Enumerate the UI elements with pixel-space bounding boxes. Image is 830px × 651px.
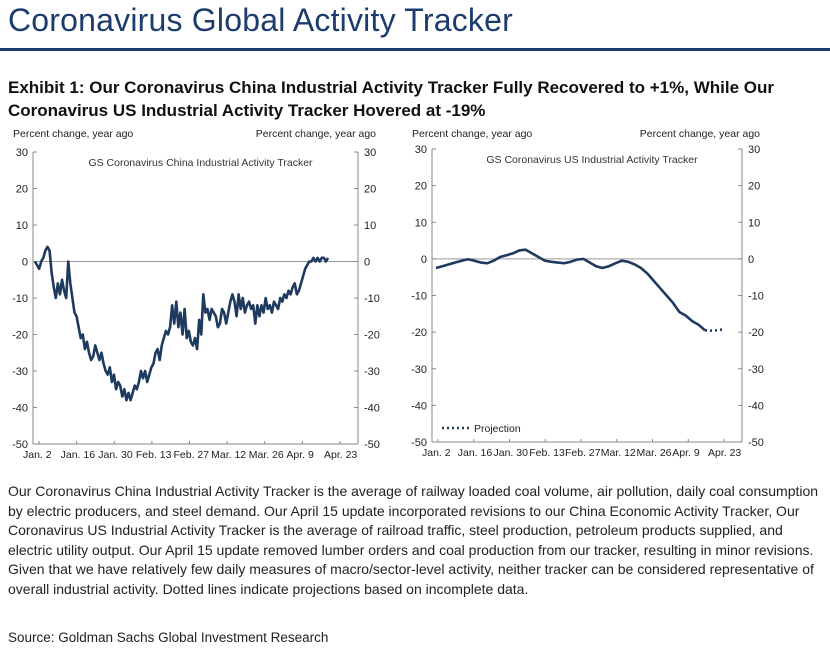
chart2-ylabel-left: Percent change, year ago — [412, 128, 532, 140]
chart2-ytick-label-left: -20 — [411, 327, 427, 339]
chart1-ytick-label-right: -50 — [364, 439, 380, 451]
chart1-ytick-label-left: 30 — [16, 147, 28, 159]
charts-svg: 30 30 20 20 10 10 0 0 -10 -10 -20 -20 -30 -30 -40 -40 -5… — [12, 128, 764, 461]
chart1-ytick-label-right: -30 — [364, 366, 380, 378]
chart2-ytick-label-right: -50 — [748, 437, 764, 449]
chart1-ytick-label-left: -20 — [12, 330, 28, 342]
chart1-xtick-label: Jan. 16 — [61, 449, 96, 461]
charts-area: 30 30 20 20 10 10 0 0 -10 -10 -20 -20 -30 -30 -40 -40 -5… — [0, 124, 830, 474]
chart2-series-line — [435, 248, 706, 332]
chart1-xtick-label: Feb. 13 — [136, 449, 172, 461]
chart2-ytick-label-right: -10 — [748, 291, 764, 303]
chart2-ytick-label-right: 0 — [748, 254, 754, 266]
chart1-ytick-label-left: -50 — [12, 439, 28, 451]
page-title: Coronavirus Global Activity Tracker — [8, 2, 513, 38]
chart1-ytick-label-right: 0 — [364, 257, 370, 269]
chart2-ytick-label-right: 20 — [748, 181, 760, 193]
chart1-title: GS Coronavirus China Industrial Activity… — [88, 157, 313, 169]
chart2-ytick-label-left: -30 — [411, 364, 427, 376]
chart1-xtick-label: Feb. 27 — [174, 449, 210, 461]
chart2-ytick-label-left: 0 — [421, 254, 427, 266]
chart2-ytick-label-left: -40 — [411, 400, 427, 412]
chart2-ytick-label-right: -40 — [748, 400, 764, 412]
chart2-xtick-label: Mar. 26 — [637, 447, 672, 459]
chart1-xtick-label: Apr. 9 — [286, 449, 314, 461]
chart1-ytick-label-right: -10 — [364, 293, 380, 305]
chart1-ytick-label-right: -20 — [364, 330, 380, 342]
chart2-ytick-label-left: 30 — [415, 144, 427, 156]
chart2-xtick-label: Feb. 13 — [529, 447, 565, 459]
chart2-xtick-label: Apr. 23 — [708, 447, 741, 459]
chart2-ytick-label-left: 10 — [415, 217, 427, 229]
title-rule — [0, 48, 830, 51]
chart2-ytick-label-right: -20 — [748, 327, 764, 339]
chart2-xtick-label: Feb. 27 — [565, 447, 601, 459]
chart1-ytick-label-right: 10 — [364, 220, 376, 232]
chart2-xtick-label: Apr. 9 — [672, 447, 700, 459]
chart2-ytick-label-right: 30 — [748, 144, 760, 156]
chart1-series-line — [33, 245, 330, 402]
chart-description: Our Coronavirus China Industrial Activit… — [8, 483, 819, 597]
chart2-legend-label: Projection — [474, 423, 521, 435]
chart1-ytick-label-left: 0 — [22, 257, 28, 269]
chart1-ytick-label-right: 20 — [364, 184, 376, 196]
chart2-ytick-label-right: -30 — [748, 364, 764, 376]
chart2-xtick-label: Jan. 30 — [494, 447, 529, 459]
chart2-ytick-label-left: -10 — [411, 291, 427, 303]
chart1-ylabel-right: Percent change, year ago — [256, 128, 376, 140]
source-note: Source: Goldman Sachs Global Investment … — [8, 630, 329, 645]
chart2-ylabel-right: Percent change, year ago — [640, 128, 760, 140]
chart1-ytick-label-right: -40 — [364, 403, 380, 415]
chart2-xtick-label: Jan. 2 — [422, 447, 451, 459]
chart1-ytick-label-left: -10 — [12, 293, 28, 305]
chart1-ytick-label-left: 10 — [16, 220, 28, 232]
chart2-xtick-label: Mar. 12 — [601, 447, 636, 459]
chart2-ytick-label-left: 20 — [415, 181, 427, 193]
exhibit-title: Exhibit 1: Our Coronavirus China Industr… — [8, 78, 774, 120]
chart1-xtick-label: Jan. 2 — [23, 449, 52, 461]
chart1-ytick-label-left: -30 — [12, 366, 28, 378]
chart1-xtick-label: Mar. 26 — [249, 449, 284, 461]
chart1-xtick-label: Jan. 30 — [98, 449, 133, 461]
chart2-ytick-label-left: -50 — [411, 437, 427, 449]
chart1-ylabel-left: Percent change, year ago — [13, 128, 133, 140]
chart2-ytick-label-right: 10 — [748, 217, 760, 229]
chart1-ytick-label-right: 30 — [364, 147, 376, 159]
chart2-xtick-label: Jan. 16 — [458, 447, 493, 459]
chart1-ytick-label-left: -40 — [12, 403, 28, 415]
chart2-title: GS Coronavirus US Industrial Activity Tr… — [486, 154, 698, 166]
chart1-ytick-label-left: 20 — [16, 184, 28, 196]
chart1-xtick-label: Mar. 12 — [211, 449, 246, 461]
chart1-xtick-label: Apr. 23 — [324, 449, 357, 461]
chart2-projection-line — [704, 328, 723, 332]
